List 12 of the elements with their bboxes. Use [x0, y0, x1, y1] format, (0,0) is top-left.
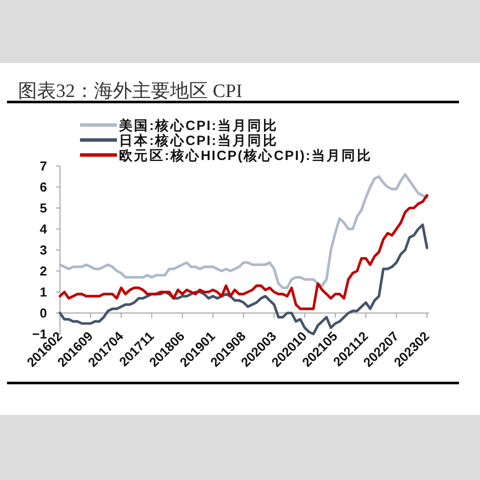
y-tick-label: 5 — [40, 200, 47, 216]
y-tick-label: 0 — [40, 306, 47, 320]
y-tick-label: 4 — [40, 222, 48, 236]
legend-label: 欧元区:核心HICP(核心CPI):当月同比 — [119, 147, 372, 163]
title: 图表32：海外主要地区 CPI — [18, 81, 242, 102]
y-tick-label: 3 — [40, 242, 47, 258]
y-tick-label: 2 — [40, 264, 47, 278]
legend-label: 美国:核心CPI:当月同比 — [118, 117, 278, 133]
y-tick-label: 6 — [40, 180, 47, 194]
legend-label: 日本:核心CPI:当月同比 — [119, 132, 278, 148]
y-tick-label: 7 — [40, 158, 47, 174]
y-tick-label: 1 — [40, 284, 47, 300]
